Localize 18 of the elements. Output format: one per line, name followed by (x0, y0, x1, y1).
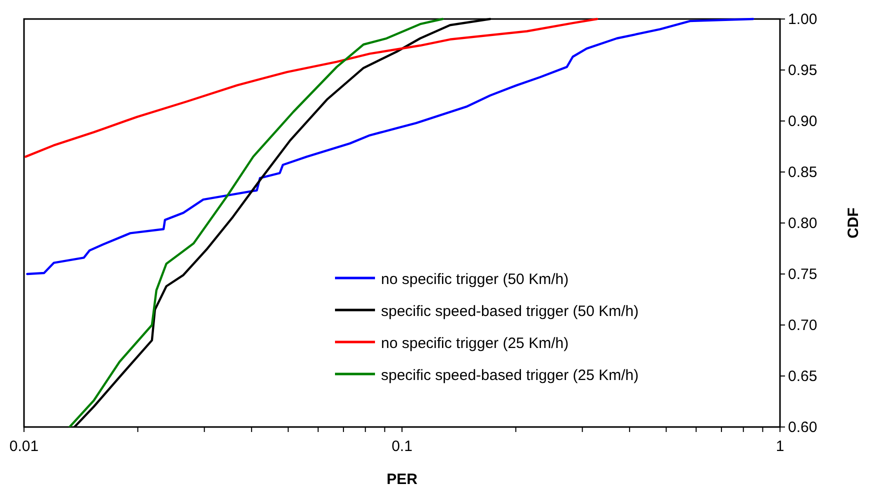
legend-label: no specific trigger (50 Km/h) (381, 271, 569, 288)
x-axis-title: PER (386, 471, 418, 488)
y-tick-label: 1.00 (788, 11, 818, 28)
legend-label: specific speed-based trigger (25 Km/h) (381, 367, 639, 384)
x-tick-label: 1 (776, 438, 784, 455)
y-tick-label: 0.70 (788, 317, 818, 334)
y-tick-label: 0.85 (788, 164, 818, 181)
y-tick-label: 0.60 (788, 419, 818, 436)
y-tick-label: 0.75 (788, 266, 818, 283)
legend-label: no specific trigger (25 Km/h) (381, 335, 569, 352)
y-tick-label: 0.95 (788, 62, 818, 79)
x-tick-label: 0.1 (392, 438, 412, 455)
y-tick-label: 0.80 (788, 215, 818, 232)
y-tick-label: 0.65 (788, 368, 818, 385)
x-tick-label: 0.01 (9, 438, 39, 455)
legend-label: specific speed-based trigger (50 Km/h) (381, 303, 639, 320)
y-axis-title: CDF (845, 208, 862, 238)
y-tick-label: 0.90 (788, 113, 818, 130)
